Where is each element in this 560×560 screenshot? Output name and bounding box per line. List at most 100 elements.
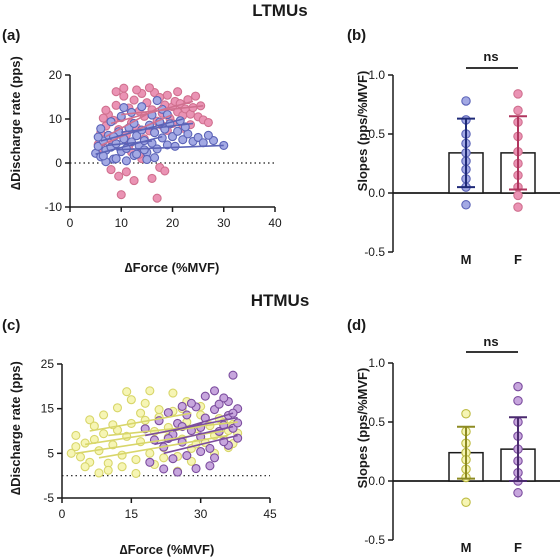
data-point-m: [152, 95, 162, 106]
data-point-f: [147, 173, 157, 183]
category-label-m: M: [461, 252, 472, 267]
data-point-m: [121, 156, 131, 166]
data-point-f: [173, 87, 183, 97]
data-point-f: [106, 165, 116, 175]
slope-point-f: [513, 190, 523, 201]
panel-c-ylabel: ∆Discharge rate (pps): [8, 361, 23, 495]
x-tick-label: 10: [115, 216, 129, 230]
panel-d-bars: Slopes (pps/%MVF) ns -0.5 0.0 0.5 1.0 M F: [355, 334, 560, 555]
data-point-m: [186, 456, 196, 466]
data-point-f: [111, 100, 121, 110]
data-point-f: [209, 453, 220, 463]
data-point-f: [196, 446, 206, 457]
fit-line-f: [145, 416, 238, 437]
data-point-f: [149, 435, 159, 445]
slope-point-f: [513, 105, 523, 116]
data-point-f: [203, 117, 213, 128]
fit-line-f: [121, 105, 204, 116]
section-title-htmus: HTMUs: [251, 291, 310, 310]
data-point-f: [162, 90, 172, 100]
data-point-f: [182, 451, 192, 461]
panel-b-significance: ns: [483, 49, 498, 64]
data-point-f: [101, 105, 111, 115]
y-tick-label: 1.0: [368, 356, 385, 370]
fit-line-m: [108, 421, 238, 437]
y-tick-label: 0.5: [368, 415, 385, 429]
category-label-f: F: [514, 540, 522, 555]
data-point-m: [94, 468, 104, 478]
slope-point-f: [513, 202, 523, 212]
y-tick-label: 5: [47, 446, 54, 460]
panel-b-ylabel: Slopes (pps/%MVF): [355, 71, 370, 192]
data-point-f: [119, 91, 129, 101]
panel-a-ylabel: ∆Discharge rate (pps): [8, 56, 23, 190]
panel-a-xlabel: ∆Force (%MVF): [125, 260, 220, 275]
y-tick-label: 10: [49, 112, 63, 126]
fit-line-f: [110, 100, 194, 125]
data-point-f: [144, 83, 154, 93]
panel-c-xlabel: ∆Force (%MVF): [120, 542, 215, 557]
data-point-m: [66, 448, 76, 458]
data-point-f: [114, 171, 124, 181]
data-point-f: [129, 176, 139, 186]
panel-label-c: (c): [2, 317, 20, 334]
y-tick-label: 25: [41, 357, 55, 371]
x-tick-label: 40: [268, 216, 282, 230]
data-point-f: [168, 454, 178, 464]
data-point-m: [170, 141, 180, 151]
category-label-f: F: [514, 252, 522, 267]
slope-point-f: [513, 89, 523, 99]
data-point-m: [75, 452, 86, 462]
y-tick-label: -5: [43, 491, 54, 505]
y-tick-label: 0.0: [368, 186, 385, 200]
data-point-f: [205, 461, 215, 471]
data-point-m: [99, 429, 109, 439]
y-tick-label: 1.0: [368, 68, 385, 82]
data-point-m: [137, 102, 147, 112]
fit-line-m: [84, 425, 201, 446]
data-point-f: [214, 399, 224, 409]
panel-d-ylabel: Slopes (pps/%MVF): [355, 368, 370, 489]
slope-point-f: [513, 381, 523, 392]
fit-line-m: [116, 144, 224, 151]
data-point-m: [131, 455, 141, 465]
data-point-m: [99, 410, 109, 420]
data-point-f: [191, 463, 201, 474]
fit-line-f: [163, 434, 238, 455]
slope-point-f: [513, 488, 523, 498]
x-tick-label: 45: [263, 507, 277, 521]
data-point-m: [131, 468, 141, 478]
data-point-m: [139, 145, 149, 155]
panel-c-scatter: ∆Discharge rate (pps) ∆Force (%MVF) 0 15 3…: [8, 357, 277, 557]
data-point-m: [178, 135, 188, 145]
x-tick-label: 0: [59, 507, 66, 521]
x-tick-label: 15: [125, 507, 139, 521]
data-point-m: [150, 128, 160, 138]
data-point-f: [191, 91, 201, 101]
x-tick-label: 30: [217, 216, 231, 230]
data-point-f: [132, 85, 142, 95]
fit-line-m: [98, 434, 229, 459]
data-point-m: [85, 415, 95, 425]
data-point-m: [168, 388, 178, 398]
data-point-f: [116, 190, 126, 200]
data-point-f: [186, 398, 196, 408]
panel-a-scatter: ∆Discharge rate (pps) ∆Force (%MVF) 0 10 2…: [8, 56, 282, 275]
data-point-m: [80, 462, 90, 472]
fit-line-f: [105, 105, 163, 138]
data-point-m: [71, 442, 81, 452]
data-point-f: [228, 370, 238, 380]
panel-d-significance: ns: [483, 334, 498, 349]
data-point-m: [159, 453, 169, 463]
section-title-ltmus: LTMUs: [252, 1, 307, 20]
fit-line-f: [172, 412, 234, 432]
data-point-f: [163, 408, 173, 418]
slope-point-m: [461, 200, 471, 210]
data-point-m: [126, 395, 136, 405]
slope-point-m: [461, 408, 471, 419]
panel-b-bars: Slopes (pps/%MVF) ns -0.5 0.0 0.5 1.0 M F: [355, 49, 560, 267]
y-tick-label: -0.5: [364, 533, 385, 547]
y-tick-label: -0.5: [364, 245, 385, 259]
category-label-m: M: [461, 540, 472, 555]
